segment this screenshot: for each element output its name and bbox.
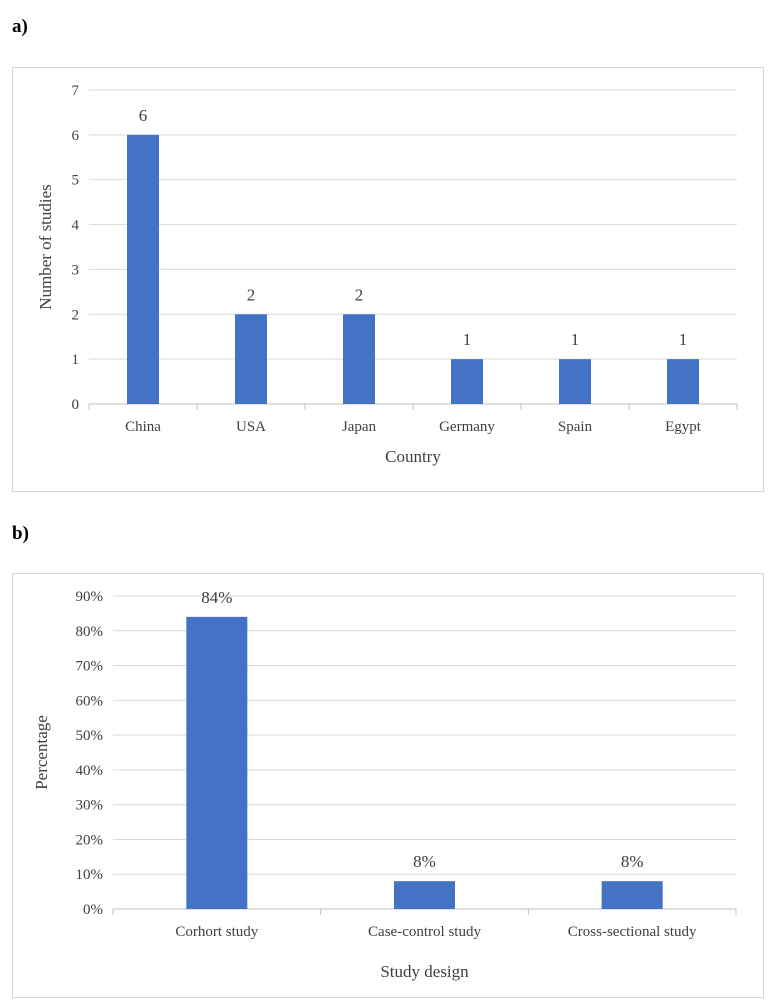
country-x-tick-label: USA [236,419,266,435]
design-data-label: 8% [413,852,436,871]
design-y-tick-label: 40% [76,763,104,779]
design-data-label: 84% [201,588,232,607]
design-x-tick-label: Case-control study [368,924,481,940]
country-y-tick-label: 5 [72,173,80,189]
panel-label-b: b) [12,523,29,544]
chart-country: 0 1 2 3 4 5 6 7 6 China 2 USA 2 Japan 1 Germany 1 Spain 1 E… [12,67,764,492]
country-bar-china [127,134,159,404]
country-data-label: 6 [139,106,148,125]
country-data-label: 1 [463,330,472,349]
country-bar-germany [451,359,483,404]
country-data-label: 1 [571,330,580,349]
chart-country-svg: 0 1 2 3 4 5 6 7 6 China 2 USA 2 Japan 1 Germany 1 Spain 1 E… [36,83,738,466]
country-data-label: 2 [247,285,256,304]
design-x-axis-title: Study design [380,962,469,981]
country-x-tick-label: Japan [342,419,377,435]
design-y-tick-label: 70% [76,659,104,675]
design-y-tick-label: 20% [76,832,104,848]
design-bar-cross-sectional-study [601,881,663,909]
country-data-label: 2 [355,285,364,304]
design-y-tick-label: 90% [76,589,104,605]
design-x-tick-label: Cross-sectional study [568,924,697,940]
country-data-label: 1 [679,330,688,349]
country-x-tick-label: Egypt [665,419,702,435]
country-y-tick-label: 4 [72,218,80,234]
country-bar-japan [343,314,375,404]
design-y-tick-label: 50% [76,728,104,744]
design-y-tick-label: 0% [83,902,103,918]
design-y-tick-label: 80% [76,624,104,640]
country-y-tick-label: 6 [72,128,80,144]
country-y-tick-label: 2 [72,307,80,323]
design-bar-case-control-study [394,881,455,909]
country-bar-egypt [667,359,699,404]
design-y-tick-label: 60% [76,693,104,709]
chart-study-design-svg: 0% 10% 20% 30% 40% 50% 60% 70% 80% 90% 84% Corhort … [32,588,737,981]
country-x-tick-label: Spain [558,419,593,435]
country-bar-usa [235,314,267,404]
country-x-tick-label: Germany [439,419,495,435]
country-y-tick-label: 7 [72,83,80,99]
design-y-tick-label: 10% [76,867,104,883]
design-y-axis-title: Percentage [32,715,51,790]
country-bar-spain [559,359,591,404]
design-x-tick-label: Corhort study [175,924,258,940]
design-y-tick-label: 30% [76,798,104,814]
panel-label-a: a) [12,16,28,37]
country-y-tick-label: 3 [72,262,80,278]
country-y-tick-label: 0 [72,397,80,413]
design-bar-corhort-study [186,616,248,909]
chart-study-design: 0% 10% 20% 30% 40% 50% 60% 70% 80% 90% 84% Corhort … [12,573,764,998]
country-y-tick-label: 1 [72,352,80,368]
country-x-axis-title: Country [385,447,441,466]
country-x-tick-label: China [125,419,161,435]
design-data-label: 8% [621,852,644,871]
country-y-axis-title: Number of studies [36,184,55,310]
